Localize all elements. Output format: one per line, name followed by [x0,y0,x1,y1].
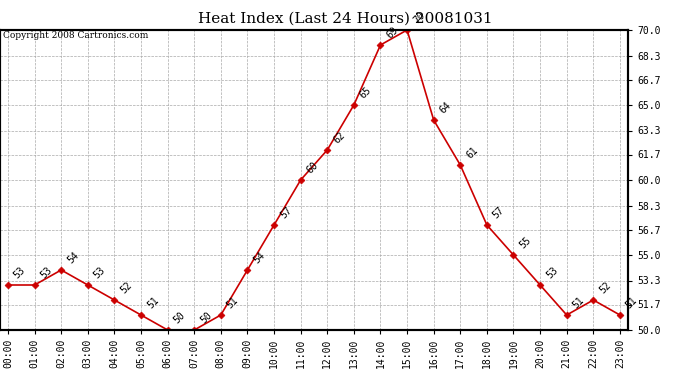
Text: 61: 61 [464,146,480,161]
Text: 57: 57 [278,206,293,221]
Text: 53: 53 [12,266,28,281]
Text: 57: 57 [491,206,506,221]
Text: Heat Index (Last 24 Hours) 20081031: Heat Index (Last 24 Hours) 20081031 [198,11,492,25]
Text: 52: 52 [598,280,613,296]
Text: 51: 51 [145,296,161,311]
Text: 51: 51 [225,296,240,311]
Text: 54: 54 [252,251,267,266]
Text: 52: 52 [119,280,134,296]
Text: 53: 53 [544,266,560,281]
Text: 69: 69 [384,26,400,41]
Text: Copyright 2008 Cartronics.com: Copyright 2008 Cartronics.com [3,32,148,40]
Text: 60: 60 [305,160,320,176]
Text: 70: 70 [411,10,426,26]
Text: 50: 50 [172,310,187,326]
Text: 62: 62 [331,130,347,146]
Text: 65: 65 [358,86,373,101]
Text: 51: 51 [571,296,586,311]
Text: 64: 64 [438,100,453,116]
Text: 51: 51 [624,296,640,311]
Text: 53: 53 [92,266,108,281]
Text: 54: 54 [66,251,81,266]
Text: 55: 55 [518,236,533,251]
Text: 50: 50 [199,310,214,326]
Text: 53: 53 [39,266,54,281]
